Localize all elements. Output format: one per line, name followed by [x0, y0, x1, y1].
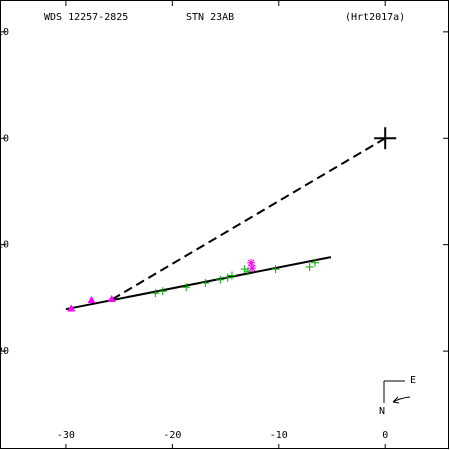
triangle-point: [67, 304, 76, 312]
plus-point: [310, 258, 319, 267]
separation-line: [112, 137, 386, 300]
y-tick-label: -10: [0, 240, 9, 251]
x-tick-label: 0: [382, 430, 388, 441]
orbit-line: [65, 256, 332, 311]
plus-point: [158, 287, 167, 296]
y-tick-label: -20: [0, 346, 9, 357]
plus-point: [216, 275, 225, 284]
plus-point: [201, 278, 210, 287]
plus-point: [271, 265, 280, 274]
header-wds: WDS 12257-2825: [44, 12, 128, 23]
plus-point: [240, 265, 249, 274]
asterisk-point: [248, 264, 257, 273]
triangle-point: [87, 296, 96, 304]
motion-arrow: [392, 396, 411, 404]
x-tick-label: -30: [57, 430, 75, 441]
primary-point: [374, 127, 397, 150]
header-discoverer: STN 23AB: [186, 12, 234, 23]
plus-point: [305, 263, 314, 272]
header-reference: (Hrt2017a): [345, 12, 405, 23]
plus-point: [223, 273, 232, 282]
plus-point: [243, 267, 252, 276]
plus-point: [182, 283, 191, 292]
y-tick-label: 10: [0, 27, 9, 38]
compass-e: E: [410, 375, 416, 386]
asterisk-point: [247, 258, 256, 267]
plus-point: [151, 289, 160, 298]
compass: N E: [379, 375, 416, 417]
x-tick-label: -20: [163, 430, 181, 441]
triangle-point: [107, 294, 116, 302]
x-tick-label: -10: [270, 430, 288, 441]
y-tick-label: 0: [3, 133, 9, 144]
compass-n: N: [379, 406, 385, 417]
plus-point: [227, 271, 236, 280]
